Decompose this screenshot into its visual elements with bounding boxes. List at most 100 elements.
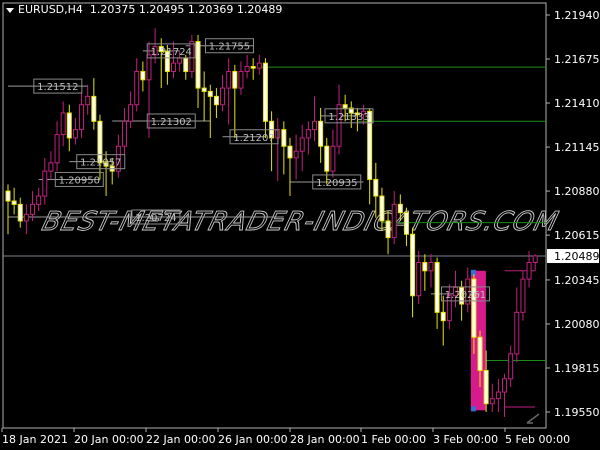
bear-candle: [379, 195, 385, 222]
ohlc-readout: 1.20375 1.20495 1.20369 1.20489: [89, 3, 283, 16]
bear-candle: [97, 120, 103, 164]
bull-candle: [391, 203, 397, 239]
bull-candle: [361, 110, 367, 116]
level-label-box: [324, 108, 374, 124]
chart-header: EURUSD,H4 1.20375 1.20495 1.20369 1.2048…: [6, 3, 282, 16]
y-tick-label: 1.21145: [554, 141, 600, 154]
bull-candle: [532, 255, 538, 264]
level-label: 1.21755: [209, 42, 250, 53]
level-label: 1.20935: [316, 178, 357, 189]
bull-candle: [336, 104, 342, 147]
level-label-box: [54, 171, 104, 187]
bull-candle: [330, 145, 336, 172]
level-label-box: [229, 129, 279, 145]
bull-candle: [23, 213, 29, 222]
bear-candle: [342, 104, 348, 109]
bull-candle: [502, 378, 508, 393]
bear-candle: [410, 233, 416, 297]
bull-candle: [489, 398, 495, 405]
bull-candle: [60, 112, 66, 136]
x-tick-label: 22 Jan 00:00: [146, 433, 216, 446]
bear-candle: [103, 162, 109, 167]
bull-candle: [495, 391, 501, 400]
level-label: 1.20261: [445, 290, 486, 301]
bear-candle: [440, 311, 446, 322]
bear-candle: [232, 70, 238, 89]
bull-candle: [312, 120, 317, 131]
y-tick-label: 1.20080: [554, 318, 600, 331]
bear-candle: [5, 190, 11, 202]
level-label-box: [146, 113, 196, 129]
x-tick-label: 3 Feb 00:00: [433, 433, 498, 446]
bear-candle: [201, 87, 207, 92]
bull-candle: [36, 195, 42, 205]
chart-frame: [2, 2, 547, 429]
x-tick-label: 20 Jan 00:00: [74, 433, 144, 446]
bull-candle: [452, 286, 458, 297]
y-tick-label: 1.19815: [554, 362, 600, 375]
bear-candle: [354, 112, 360, 116]
bull-candle: [85, 95, 91, 106]
level-label-box: [440, 286, 490, 302]
bear-candle: [477, 336, 483, 371]
level-label-box: [33, 78, 83, 94]
level-label-box: [131, 209, 181, 225]
current-price-label: 1.20489: [554, 250, 600, 263]
symbol-label: EURUSD,H4: [18, 3, 83, 16]
bull-candle: [189, 41, 195, 72]
bear-candle: [434, 262, 440, 313]
bear-candle: [250, 65, 256, 69]
bull-candle: [508, 353, 514, 380]
bull-candle: [305, 129, 311, 139]
level-label-box: [204, 38, 254, 54]
y-tick-label: 1.20880: [554, 185, 600, 198]
bear-candle: [281, 129, 287, 147]
bull-candle: [48, 162, 54, 172]
bear-candle: [164, 51, 170, 72]
bear-candle: [483, 369, 489, 405]
level-label-box: [76, 154, 126, 170]
bull-candle: [520, 278, 526, 313]
y-tick-label: 1.20345: [554, 274, 600, 287]
dropdown-triangle-icon[interactable]: [6, 7, 14, 13]
level-label-box: [312, 174, 362, 190]
bear-candle: [403, 212, 409, 235]
pencil-icon: [526, 413, 540, 424]
x-tick-label: 28 Jan 00:00: [290, 433, 360, 446]
level-label: 1.20950: [59, 175, 100, 186]
zone-marker-top: [470, 269, 476, 276]
bull-candle: [416, 262, 422, 297]
level-label: 1.21302: [151, 117, 192, 128]
current-price-badge: [547, 249, 599, 264]
bull-candle: [30, 203, 36, 215]
level-label: 1.21333: [328, 112, 369, 123]
bull-candle: [446, 295, 452, 322]
bull-candle: [299, 137, 305, 152]
bull-candle: [226, 70, 232, 89]
x-tick-label: 1 Feb 00:00: [361, 433, 426, 446]
level-label: 1.21724: [151, 47, 192, 58]
bull-candle: [79, 104, 85, 131]
bull-candle: [128, 104, 134, 122]
bear-candle: [213, 95, 219, 106]
bull-candle: [244, 65, 250, 72]
bear-candle: [91, 95, 97, 122]
bear-candle: [373, 178, 379, 197]
bear-candle: [195, 41, 201, 89]
bear-candle: [140, 70, 146, 81]
bear-candle: [385, 220, 391, 239]
bull-candle: [428, 262, 434, 272]
bear-candle: [207, 90, 213, 97]
zone-marker-bottom: [470, 406, 476, 412]
level-label: 1.21057: [80, 158, 121, 169]
bull-candle: [526, 262, 532, 280]
x-tick-label: 5 Feb 00:00: [505, 433, 570, 446]
bull-candle: [238, 70, 244, 89]
bull-candle: [177, 57, 183, 64]
bull-candle: [171, 62, 177, 72]
bear-candle: [318, 120, 324, 147]
bear-candle: [262, 62, 268, 122]
bear-candle: [471, 278, 477, 338]
bear-candle: [348, 107, 354, 114]
